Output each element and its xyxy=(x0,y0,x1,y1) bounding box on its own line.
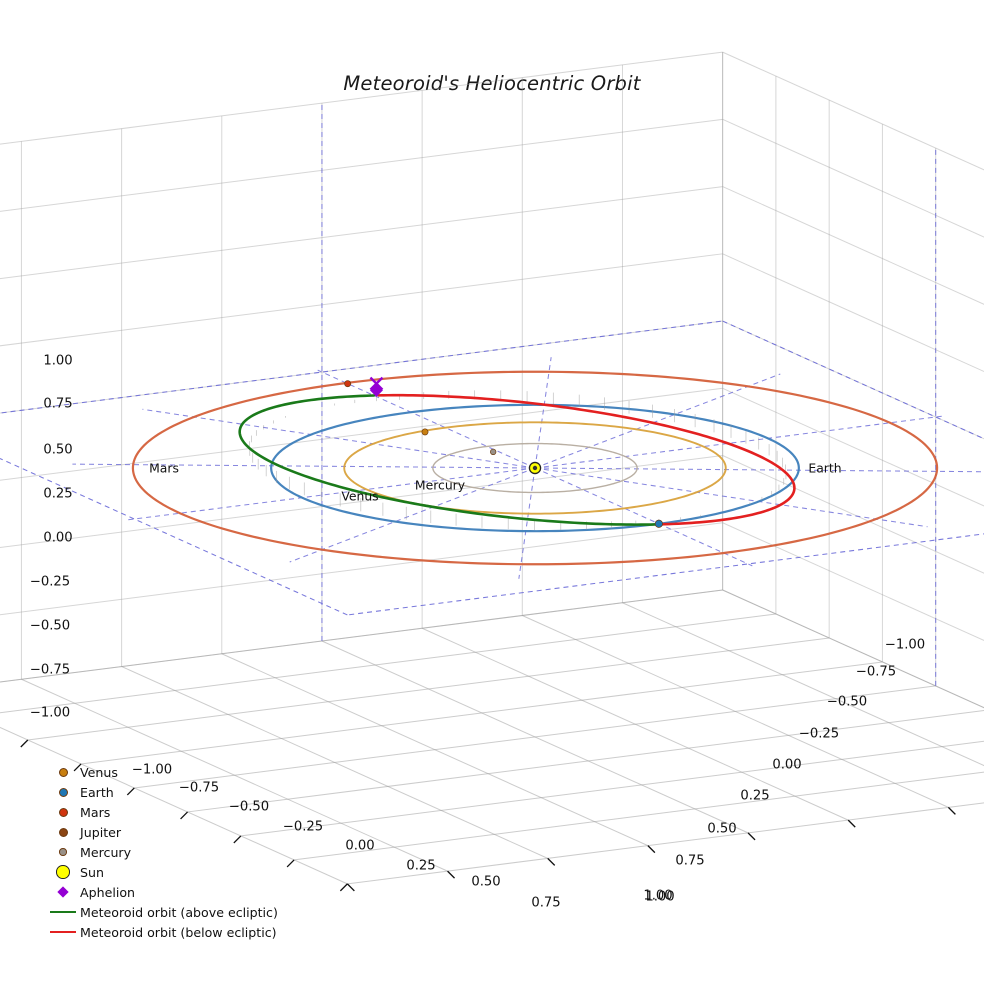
marker-mercury xyxy=(490,448,497,455)
orbit-earth xyxy=(270,403,800,533)
x-tick-label: 0.50 xyxy=(471,874,501,890)
legend-item[interactable]: Mercury xyxy=(46,842,278,862)
legend-item-label: Aphelion xyxy=(80,884,136,900)
y-tick-label: 0.50 xyxy=(707,821,737,837)
legend-meteoroid-below-swatch xyxy=(46,931,80,933)
legend-mercury-swatch xyxy=(46,848,80,856)
legend-mars-swatch xyxy=(46,807,80,817)
x-tick-label: 1.00 xyxy=(645,889,675,905)
ecliptic-reference-lines xyxy=(0,103,984,686)
legend-item-label: Jupiter xyxy=(80,824,122,840)
legend-item-label: Mars xyxy=(80,804,111,820)
legend-item[interactable]: Aphelion xyxy=(46,882,278,902)
page-title: Meteoroid's Heliocentric Orbit xyxy=(343,72,641,95)
y-tick-label: −1.00 xyxy=(884,637,926,653)
z-tick-label: 0.25 xyxy=(43,486,73,502)
y-tick-label: 0.25 xyxy=(740,788,770,804)
projection-stems xyxy=(248,390,787,531)
annotation-venus: Venus xyxy=(341,488,379,504)
annotation-mars: Mars xyxy=(149,460,179,476)
annotation-mercury: Mercury xyxy=(414,477,466,493)
x-tick-label: 0.00 xyxy=(345,838,375,854)
x-tick-label: 0.75 xyxy=(531,895,561,911)
legend-sun-swatch xyxy=(46,865,80,879)
z-tick-label: 0.50 xyxy=(43,442,73,458)
x-tick-label: −0.25 xyxy=(282,819,324,835)
legend-item-label: Meteoroid orbit (below ecliptic) xyxy=(80,924,277,940)
z-tick-label: −0.25 xyxy=(29,574,71,590)
legend-venus-swatch xyxy=(46,767,80,777)
x-tick-label: 0.25 xyxy=(406,858,436,874)
legend-item-label: Earth xyxy=(80,784,114,800)
y-tick-label: −0.75 xyxy=(855,664,897,680)
legend-item[interactable]: Mars xyxy=(46,802,278,822)
y-tick-label: −0.25 xyxy=(798,726,840,742)
legend-item[interactable]: Meteoroid orbit (above ecliptic) xyxy=(46,902,278,922)
marker-earth xyxy=(654,519,663,528)
z-tick-label: −0.50 xyxy=(29,618,71,634)
y-tick-label: −0.50 xyxy=(826,694,868,710)
legend-earth-swatch xyxy=(46,787,80,797)
marker-mars xyxy=(344,380,352,388)
legend-item-label: Venus xyxy=(80,764,118,780)
legend: Venus Earth Mars Jupiter Mercury Sun Aphelion M… xyxy=(46,762,278,942)
z-tick-label: −0.75 xyxy=(29,662,71,678)
marker-venus xyxy=(421,428,429,436)
y-tick-label: 0.75 xyxy=(675,853,705,869)
z-tick-label: −1.00 xyxy=(29,705,71,721)
axis-tick-marks xyxy=(20,739,956,892)
x-tick-label: −1.00 xyxy=(131,762,173,778)
x-tick-label: −0.50 xyxy=(228,799,270,815)
legend-item[interactable]: Venus xyxy=(46,762,278,782)
legend-item[interactable]: Jupiter xyxy=(46,822,278,842)
legend-jupiter-swatch xyxy=(46,827,80,837)
legend-item[interactable]: Earth xyxy=(46,782,278,802)
z-tick-label: 0.00 xyxy=(43,530,73,546)
y-tick-label: 0.00 xyxy=(772,757,802,773)
legend-item-label: Mercury xyxy=(80,844,132,860)
legend-meteoroid-above-swatch xyxy=(46,911,80,913)
orbit-mercury xyxy=(432,442,638,494)
body-markers xyxy=(344,376,663,528)
y-tick-label: 1.00 xyxy=(643,888,673,904)
legend-aphelion-swatch xyxy=(46,886,80,898)
legend-item[interactable]: Meteoroid orbit (below ecliptic) xyxy=(46,922,278,942)
z-tick-label: 1.00 xyxy=(43,353,73,369)
annotation-earth: Earth xyxy=(808,460,842,476)
z-tick-label: 0.75 xyxy=(43,396,73,412)
legend-item[interactable]: Sun xyxy=(46,862,278,882)
x-tick-label: −0.75 xyxy=(178,780,220,796)
legend-item-label: Sun xyxy=(80,864,104,880)
legend-item-label: Meteoroid orbit (above ecliptic) xyxy=(80,904,278,920)
